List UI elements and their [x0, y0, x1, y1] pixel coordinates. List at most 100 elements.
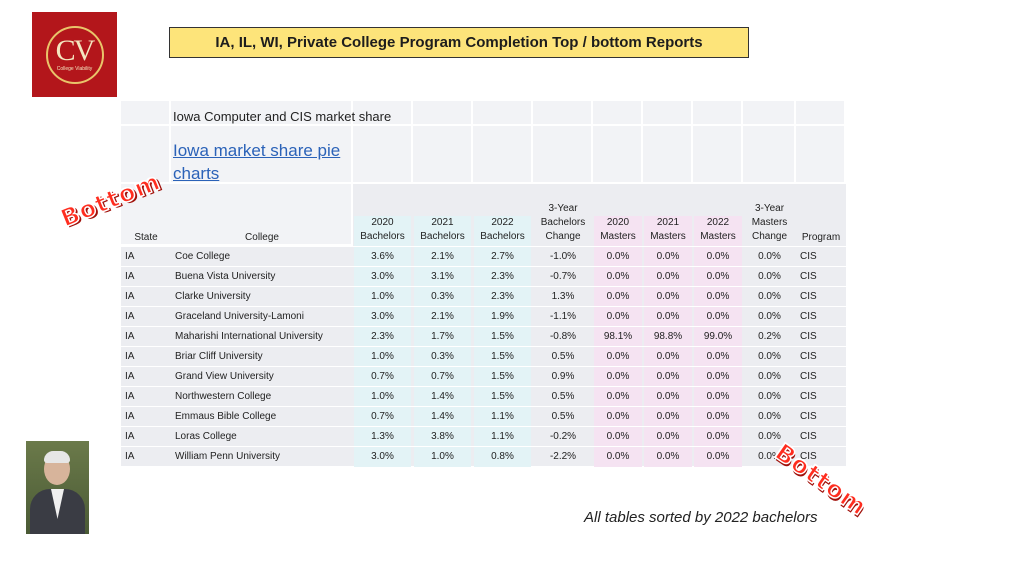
header-cell [121, 101, 171, 126]
cell-b3yr: 0.9% [551, 371, 575, 382]
cell-m2020: 0.0% [594, 307, 642, 327]
cell-m2020: 0.0% [594, 267, 642, 287]
cell-b2022: 2.7% [474, 247, 531, 267]
header-line: Masters [700, 231, 736, 242]
cell-b3yr: 0.5% [551, 411, 575, 422]
cell-college: Coe College [175, 251, 231, 262]
table-row: IA Emmaus Bible College 0.7% 1.4% 1.1% 0.5% 0.… [121, 407, 846, 427]
logo-ring: CV College Viability [45, 25, 104, 84]
col-header-college: College [245, 232, 279, 243]
header-line: Masters [600, 231, 636, 242]
cell-m3yr: 0.0% [758, 451, 781, 462]
header-cell [796, 126, 846, 184]
cell-program: CIS [800, 311, 817, 322]
table-row: IA William Penn University 3.0% 1.0% 0.8% -2.… [121, 447, 846, 467]
header-line: Bachelors [540, 217, 586, 228]
cell-b3yr: -0.7% [549, 271, 577, 282]
cell-m2022: 99.0% [694, 327, 742, 347]
header-line: Bachelors [360, 231, 405, 242]
cell-state: IA [125, 411, 135, 422]
header-line: Bachelors [480, 231, 525, 242]
row-divider [121, 426, 846, 427]
cell-m3yr: 0.0% [758, 351, 781, 362]
cell-m2022: 0.0% [694, 267, 742, 287]
row-divider [121, 306, 846, 307]
photo-hair [44, 451, 70, 463]
cell-m2022: 0.0% [694, 287, 742, 307]
header-cell [121, 126, 171, 184]
cell-program: CIS [800, 431, 817, 442]
cell-b3yr: -0.2% [549, 431, 577, 442]
cell-college: Clarke University [175, 291, 251, 302]
cell-b2020: 3.0% [354, 307, 411, 327]
cell-m2022: 0.0% [694, 427, 742, 447]
cell-m2022: 0.0% [694, 387, 742, 407]
header-cell [171, 126, 353, 184]
cell-m2020: 0.0% [594, 367, 642, 387]
cell-b3yr: 1.3% [551, 291, 575, 302]
cell-b2022: 2.3% [474, 267, 531, 287]
cell-b3yr: -0.8% [549, 331, 577, 342]
cell-b2020: 1.0% [354, 347, 411, 367]
cell-state: IA [125, 451, 135, 462]
cell-college: William Penn University [175, 451, 281, 462]
header-cell [353, 126, 413, 184]
cell-b3yr: 0.5% [551, 391, 575, 402]
table-row: IA Coe College 3.6% 2.1% 2.7% -1.0% 0.0% 0.0% 0.… [121, 247, 846, 267]
cell-college: Graceland University-Lamoni [175, 311, 304, 322]
col-header-2021-bachelors: 2021 Bachelors [414, 216, 471, 246]
cell-m2021: 0.0% [644, 247, 692, 267]
cell-b2022: 1.5% [474, 347, 531, 367]
cell-b2020: 3.0% [354, 267, 411, 287]
cell-m2021: 0.0% [644, 367, 692, 387]
cell-b2022: 1.5% [474, 387, 531, 407]
logo-monogram: CV [55, 34, 96, 67]
header-cell [473, 101, 533, 126]
cell-m3yr: 0.0% [758, 251, 781, 262]
cell-m2022: 0.0% [694, 247, 742, 267]
cell-b2020: 1.0% [354, 287, 411, 307]
cell-program: CIS [800, 331, 817, 342]
col-header-2022-masters: 2022 Masters [694, 216, 742, 246]
cell-m2021: 0.0% [644, 307, 692, 327]
cell-state: IA [125, 251, 135, 262]
cell-b2021: 0.7% [414, 367, 471, 387]
header-line: 2020 [371, 217, 394, 228]
cell-program: CIS [800, 371, 817, 382]
cell-m2020: 0.0% [594, 247, 642, 267]
row-divider [121, 326, 846, 327]
cell-program: CIS [800, 411, 817, 422]
cell-program: CIS [800, 271, 817, 282]
cell-m2021: 0.0% [644, 447, 692, 467]
header-cell [413, 101, 473, 126]
header-line: 2021 [656, 217, 680, 228]
cell-m2021: 0.0% [644, 407, 692, 427]
cell-m2021: 0.0% [644, 287, 692, 307]
cell-college: Buena Vista University [175, 271, 276, 282]
table-row: IA Buena Vista University 3.0% 3.1% 2.3% -0.7… [121, 267, 846, 287]
cell-m2021: 0.0% [644, 427, 692, 447]
col-header-3yr-masters: 3-Year Masters Change [743, 202, 796, 244]
cell-m2022: 0.0% [694, 407, 742, 427]
logo-text: College Viability [56, 66, 93, 72]
cell-m2020: 0.0% [594, 447, 642, 467]
cell-b3yr: -1.0% [549, 251, 577, 262]
cell-m3yr: 0.0% [758, 311, 781, 322]
header-cell [593, 101, 643, 126]
cell-state: IA [125, 371, 135, 382]
cell-state: IA [125, 291, 135, 302]
cell-m2022: 0.0% [694, 367, 742, 387]
header-line: Change [545, 231, 581, 242]
cell-m2021: 0.0% [644, 267, 692, 287]
pie-charts-link[interactable]: Iowa market share pie charts [173, 141, 341, 183]
cell-b2022: 1.1% [474, 427, 531, 447]
cell-m2022: 0.0% [694, 447, 742, 467]
cell-m2020: 0.0% [594, 407, 642, 427]
cell-m3yr: 0.0% [758, 431, 781, 442]
cell-m2020: 0.0% [594, 427, 642, 447]
cell-b2020: 0.7% [354, 407, 411, 427]
table-row: IA Grand View University 0.7% 0.7% 1.5% 0.9% 0… [121, 367, 846, 387]
header-cell [743, 101, 796, 126]
cell-state: IA [125, 331, 135, 342]
col-header-3yr-bachelors: 3-Year Bachelors Change [533, 202, 593, 244]
